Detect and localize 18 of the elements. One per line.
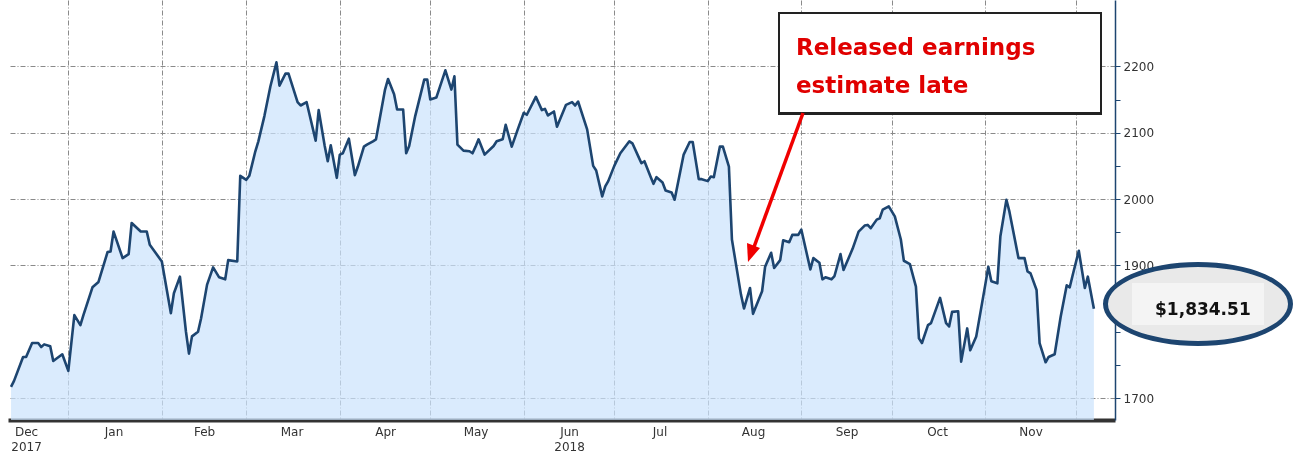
y-tick-label: 1700 [1123,391,1155,406]
x-tick-label: Jan [103,424,124,439]
x-tick-label: May [463,424,489,439]
x-tick-label: Mar [280,424,304,439]
y-tick-label: 2100 [1123,126,1155,141]
x-tick-label: Feb [193,424,216,439]
x-tick-label: Apr [375,424,396,439]
x-tick-label: Nov [1019,424,1043,439]
x-tick-label: Dec 2017 [11,424,42,454]
y-tick-label: 2000 [1123,192,1155,207]
x-tick-label: Oct [927,424,949,439]
y-tick-label: 2200 [1123,59,1155,74]
x-tick-label: Jul [651,424,668,439]
x-tick-label: Jun 2018 [554,424,585,454]
text: $1,834.51 [1154,298,1252,319]
callout-box: Released earnings estimate late [778,12,1102,115]
x-tick-label: Aug [741,424,766,439]
x-tick-label: Sep [835,424,859,439]
